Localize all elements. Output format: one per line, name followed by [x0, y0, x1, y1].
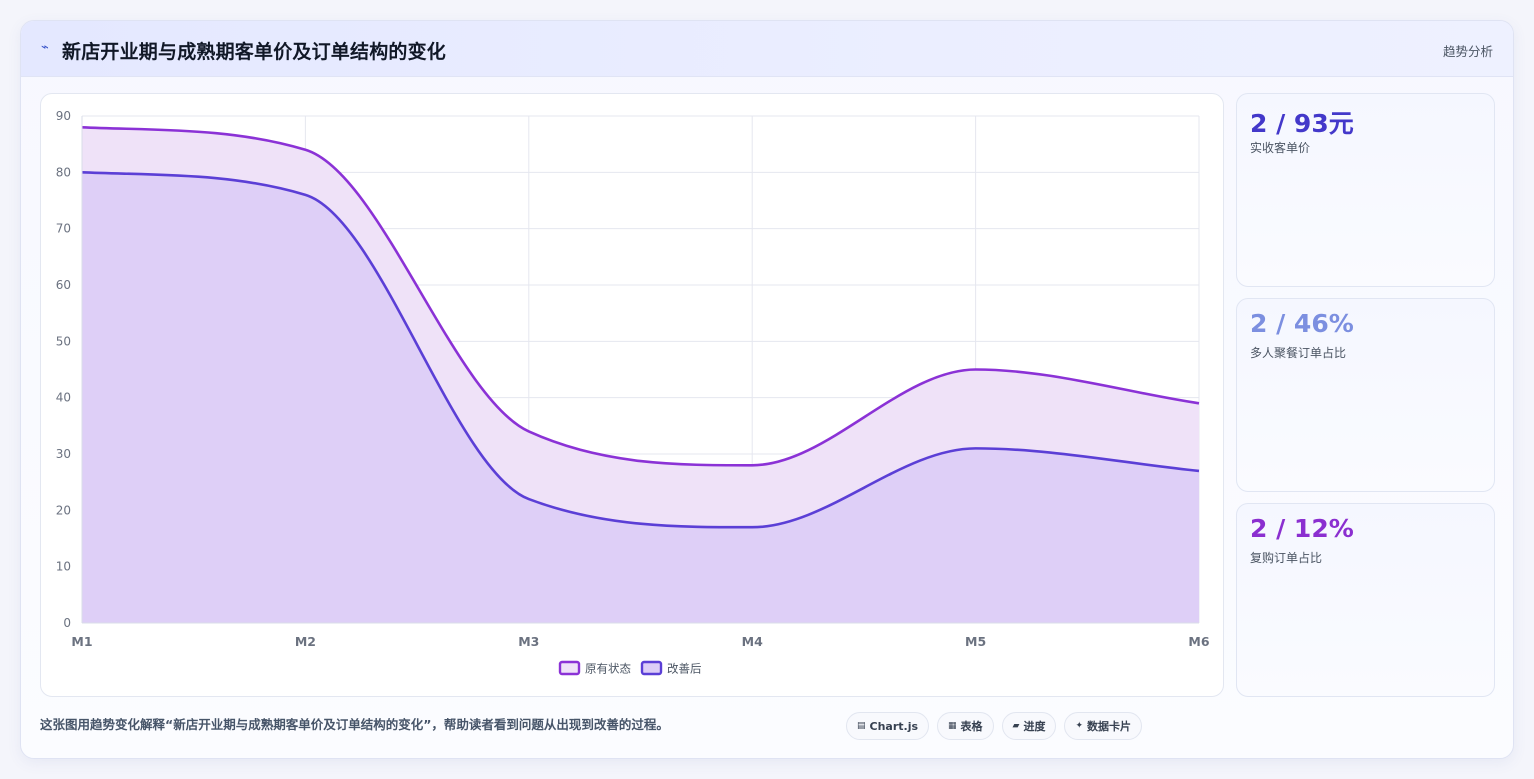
y-tick-label: 10	[56, 560, 71, 574]
chart-card: ⌁ 新店开业期与成熟期客单价及订单结构的变化 趋势分析 0 10 20 30 40 50 6…	[20, 20, 1514, 759]
x-tick-label: M5	[965, 634, 986, 649]
y-tick-label: 80	[56, 165, 71, 179]
pill-label: 进度	[1023, 718, 1045, 734]
x-tick-label: M3	[518, 634, 539, 649]
kpi-value: 2 / 12%	[1250, 514, 1354, 543]
y-tick-label: 40	[56, 391, 71, 405]
y-tick-label: 20	[56, 503, 71, 517]
kpi-label: 实收客单价	[1250, 139, 1310, 156]
y-tick-label: 50	[56, 334, 71, 348]
pill-chartjs[interactable]: ▤ Chart.js	[846, 712, 929, 740]
chart-panel: 0 10 20 30 40 50 60 70 80 90 M1 M2 M3 M4 M5 M6 原有状态 改善后	[40, 93, 1224, 697]
progress-icon: ▰	[1013, 721, 1020, 731]
card-icon: ✦	[1075, 721, 1083, 731]
x-tick-label: M1	[71, 634, 92, 649]
y-tick-label: 60	[56, 278, 71, 292]
y-tick-label: 70	[56, 222, 71, 236]
legend-swatch	[560, 662, 579, 674]
trend-line-icon: ⌁	[41, 40, 57, 58]
pill-data-cards[interactable]: ✦ 数据卡片	[1064, 712, 1142, 740]
y-tick-label: 30	[56, 447, 71, 461]
kpi-label: 多人聚餐订单占比	[1250, 344, 1346, 361]
chart-caption: 这张图用趋势变化解释“新店开业期与成熟期客单价及订单结构的变化”，帮助读者看到问…	[40, 714, 669, 733]
legend-swatch	[642, 662, 661, 674]
pill-label: Chart.js	[870, 720, 919, 733]
x-tick-label: M4	[742, 634, 763, 649]
y-tick-label: 0	[63, 616, 71, 630]
kpi-card-price: 2 / 93元 实收客单价	[1236, 93, 1495, 287]
pill-label: 数据卡片	[1087, 718, 1131, 734]
kpi-card-repeat-orders: 2 / 12% 复购订单占比	[1236, 503, 1495, 697]
chart-icon: ▤	[857, 721, 866, 731]
page-title: 新店开业期与成熟期客单价及订单结构的变化	[62, 37, 446, 64]
area-chart: 0 10 20 30 40 50 60 70 80 90 M1 M2 M3 M4 M5 M6 原有状态 改善后	[41, 94, 1225, 698]
pill-label: 表格	[961, 718, 983, 734]
kpi-label: 复购订单占比	[1250, 549, 1322, 566]
pill-table[interactable]: ▦ 表格	[937, 712, 994, 740]
kpi-value: 2 / 93元	[1250, 104, 1354, 140]
legend-label: 原有状态	[585, 662, 631, 676]
table-icon: ▦	[948, 721, 957, 731]
tech-pills: ▤ Chart.js ▦ 表格 ▰ 进度 ✦ 数据卡片	[846, 712, 1142, 740]
kpi-value: 2 / 46%	[1250, 309, 1354, 338]
header-tag: 趋势分析	[1443, 41, 1493, 60]
y-tick-label: 90	[56, 109, 71, 123]
legend-label: 改善后	[667, 662, 702, 676]
x-tick-label: M2	[295, 634, 316, 649]
pill-progress[interactable]: ▰ 进度	[1002, 712, 1057, 740]
card-header: ⌁ 新店开业期与成熟期客单价及订单结构的变化 趋势分析	[21, 21, 1513, 77]
x-tick-label: M6	[1188, 634, 1209, 649]
kpi-card-group-orders: 2 / 46% 多人聚餐订单占比	[1236, 298, 1495, 492]
